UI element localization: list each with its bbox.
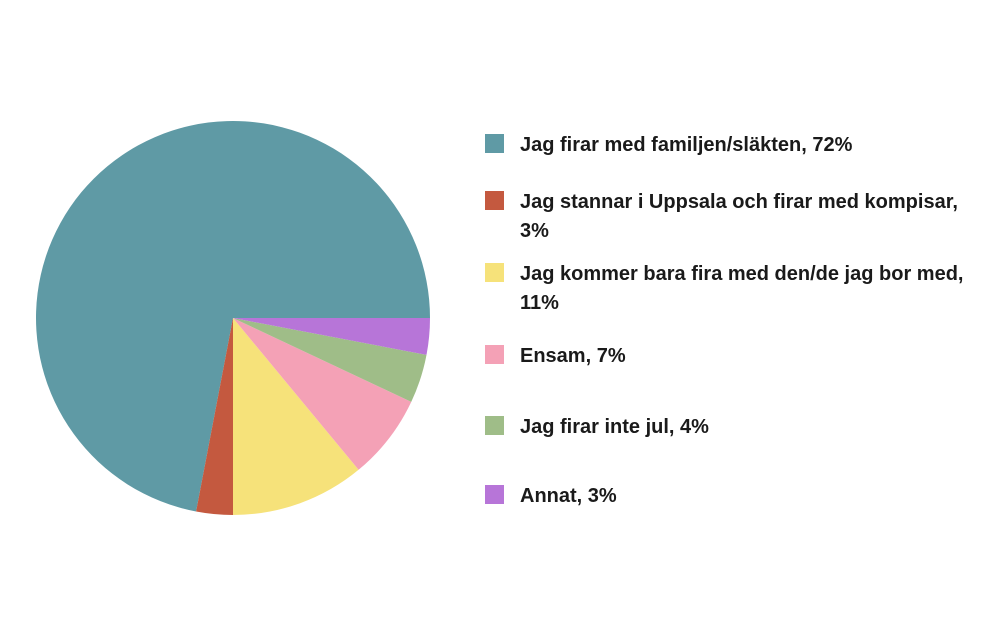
legend-item: Jag firar med familjen/släkten, 72%	[485, 131, 975, 160]
legend-item: Jag firar inte jul, 4%	[485, 413, 975, 442]
legend-item: Ensam, 7%	[485, 342, 975, 371]
legend-label: Jag firar med familjen/släkten, 72%	[520, 134, 853, 156]
legend-swatch	[485, 191, 504, 210]
pie-slice	[233, 318, 412, 470]
legend-label: Annat, 3%	[520, 485, 617, 507]
legend-swatch	[485, 134, 504, 153]
pie-slice	[233, 318, 359, 515]
legend-item: Jag stannar i Uppsala och firar med komp…	[485, 188, 975, 246]
pie-slice	[233, 318, 427, 402]
legend-swatch	[485, 416, 504, 435]
legend-label: Ensam, 7%	[520, 345, 626, 367]
legend-label: Jag kommer bara fira med den/de jag bor …	[520, 263, 964, 314]
legend-label: Jag stannar i Uppsala och firar med komp…	[520, 191, 958, 242]
pie-slice	[36, 120, 431, 512]
pie-slice	[196, 318, 233, 515]
legend-label: Jag firar inte jul, 4%	[520, 416, 709, 438]
legend-swatch	[485, 485, 504, 504]
pie-slice	[233, 318, 430, 355]
legend-swatch	[485, 345, 504, 364]
legend-swatch	[485, 263, 504, 282]
legend-item: Jag kommer bara fira med den/de jag bor …	[485, 260, 975, 318]
legend-item: Annat, 3%	[485, 482, 975, 511]
